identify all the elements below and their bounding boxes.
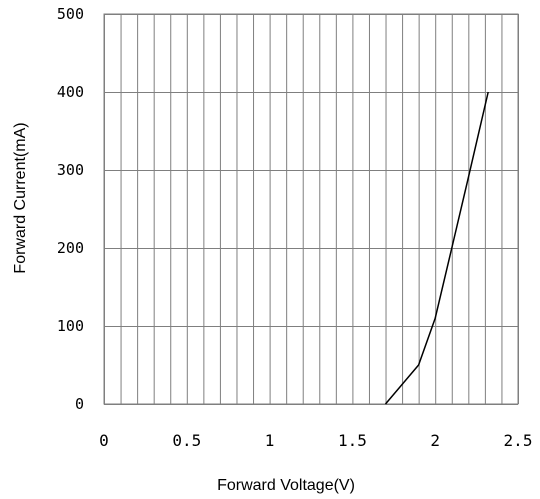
x-tick-labels: 0 0.5 1 1.5 2 2.5 — [99, 431, 532, 450]
y-tick-label: 0 — [75, 395, 84, 413]
x-tick-label: 2 — [430, 431, 440, 450]
grid — [104, 14, 519, 405]
y-axis-label: Forward Current(mA) — [12, 122, 29, 273]
x-tick-label: 0 — [99, 431, 109, 450]
y-tick-label: 400 — [57, 83, 84, 101]
series-layer — [384, 91, 489, 405]
plot-frame — [103, 13, 519, 405]
y-tick-labels: 0 100 200 300 400 500 — [57, 5, 84, 413]
y-tick-label: 200 — [57, 239, 84, 257]
x-axis-label: Forward Voltage(V) — [217, 477, 355, 494]
x-tick-label: 2.5 — [504, 431, 533, 450]
x-tick-label: 1.5 — [338, 431, 367, 450]
series-line — [384, 91, 489, 405]
x-tick-label: 0.5 — [172, 431, 201, 450]
x-tick-label: 1 — [265, 431, 275, 450]
y-tick-label: 500 — [57, 5, 84, 23]
y-tick-label: 300 — [57, 161, 84, 179]
y-tick-label: 100 — [57, 317, 84, 335]
